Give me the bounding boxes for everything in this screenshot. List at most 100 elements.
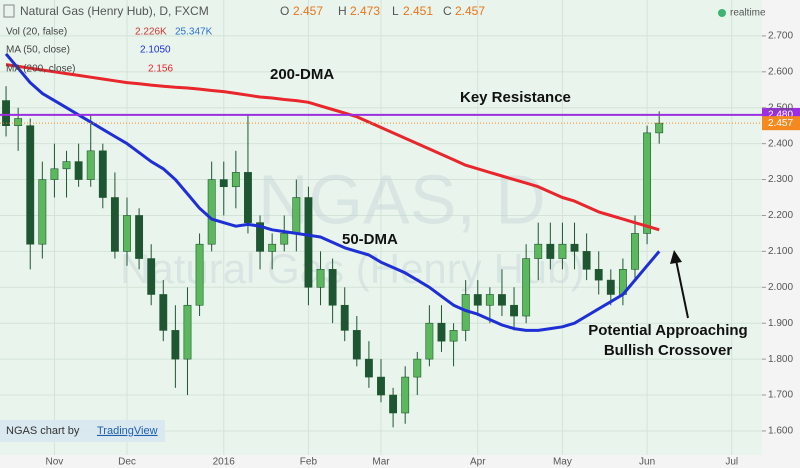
candle-body [304,197,313,288]
candle-body [377,376,385,396]
vol-value: 2.226K [135,27,167,38]
ma50-value: 2.1050 [140,45,171,56]
candle-body [207,179,216,245]
annotation: Potential Approaching [588,322,747,339]
credit-link[interactable]: TradingView [97,425,158,437]
candle-body [631,233,639,270]
candle-body [195,243,204,306]
candle-body [62,161,71,170]
x-tick-label: May [553,457,572,468]
annotation: Bullish Crossover [604,342,733,359]
candle-body [449,330,458,342]
price-label: 2.480 [768,110,793,121]
candle-body [147,258,156,295]
annotation: 200-DMA [270,66,334,83]
candle-body [582,251,591,270]
candle-body [534,243,543,259]
watermark: NGAS, D [258,160,546,238]
candle-body [643,132,652,234]
y-tick-label: 2.400 [768,138,793,149]
candle-body [425,322,434,360]
y-tick-label: 2.100 [768,246,793,257]
candle-body [86,150,95,180]
x-tick-label: Dec [118,457,136,468]
watermark-sub: Natural Gas (Henry Hub) [120,245,584,292]
arrow [675,259,689,319]
vol-ma-value: 25.347K [175,27,213,38]
ma50-label: MA (50, close) [6,45,70,56]
y-tick-label: 2.300 [768,174,793,185]
candle-body [74,161,83,180]
arrowhead [670,250,682,264]
candle-body [268,243,277,252]
candle-body [522,258,531,317]
candle-body [328,269,337,306]
x-tick-label: Apr [470,457,486,468]
candle-body [183,304,192,360]
candle-body [498,294,506,306]
candle-body [316,269,325,288]
candle-body [570,243,579,252]
candle-body [135,215,144,259]
candle-body [340,304,349,331]
y-tick-label: 2.600 [768,66,793,77]
ma200-label: MA (200, close) [6,64,75,75]
l-label: L [392,4,399,18]
header-title: Natural Gas (Henry Hub), D, FXCM [20,4,209,18]
candle-body [280,233,289,245]
o-value: 2.457 [293,4,323,18]
y-tick-label: 1.900 [768,318,793,329]
x-tick-label: Jun [639,457,655,468]
vol-label: Vol (20, false) [6,27,67,38]
y-tick-label: 1.600 [768,426,793,437]
icon [3,4,15,18]
candle-body [594,269,603,281]
y-tick-label: 2.500 [768,102,793,113]
ma-line [5,63,660,232]
candle-body [292,197,301,234]
candle-body [244,172,252,223]
c-value: 2.457 [455,4,485,18]
candle-body [546,243,555,259]
ma200-value: 2.156 [148,64,173,75]
x-tick-label: Mar [372,457,390,468]
x-tick-label: Jul [725,457,738,468]
candle-body [437,322,446,342]
x-axis-panel [0,455,762,468]
h-value: 2.473 [350,4,380,18]
c-label: C [443,4,452,18]
candle-body [98,150,107,198]
candle-body [606,279,615,295]
candle-body [171,330,180,360]
y-tick-label: 2.700 [768,31,793,42]
candle-body [14,118,23,126]
candle-body [510,304,518,317]
x-tick-label: Feb [300,457,318,468]
x-tick-label: 2016 [213,457,236,468]
candle-body [389,394,398,414]
y-tick-label: 1.700 [768,390,793,401]
candle-body [50,168,59,180]
annotation: 50-DMA [342,231,398,248]
marks [2,52,664,428]
candle-body [558,243,567,259]
candle-body [485,294,494,306]
price-box [762,116,800,131]
candle-body [110,197,119,252]
realtime: realtime [730,8,766,19]
candle-body [473,294,482,306]
candle-body [401,376,410,414]
candle-body [352,330,361,360]
credit: NGAS chart by [6,425,80,437]
y-tick-label: 1.800 [768,354,793,365]
y-tick-label: 2.200 [768,210,793,221]
candle-body [2,100,10,126]
realtime-dot [718,9,726,17]
price-label: 2.457 [768,118,793,129]
candle-body [655,122,664,134]
candle-body [231,172,240,188]
candle-body [219,179,228,188]
candle-body [123,215,131,252]
